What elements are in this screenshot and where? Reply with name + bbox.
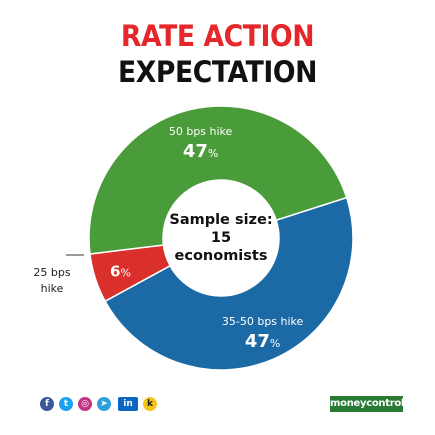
slice-value-label: 6% xyxy=(110,262,131,280)
facebook-icon[interactable]: f xyxy=(40,397,54,411)
linkedin-icon[interactable]: in xyxy=(118,397,138,411)
brand-logo: moneycontrol xyxy=(330,396,404,412)
title-line-2: EXPECTATION xyxy=(118,55,317,89)
slice-35-50-bps-hike xyxy=(104,196,354,371)
slice-50-bps-hike xyxy=(88,105,348,255)
title-line-1: RATE ACTION xyxy=(120,19,315,53)
slice-category-label: 35-50 bps hike xyxy=(222,315,304,328)
koo-icon[interactable]: k xyxy=(143,397,157,411)
center-label-line-2: 15 xyxy=(211,230,231,246)
telegram-icon[interactable]: ➤ xyxy=(97,397,111,411)
slice-category-label: 50 bps hike xyxy=(169,125,233,138)
center-label-line-3: economists xyxy=(175,248,268,264)
instagram-icon[interactable]: ◎ xyxy=(78,397,92,411)
slice-25-bps-hike xyxy=(89,244,172,303)
slice-value-label: 47% xyxy=(183,141,219,162)
slice-value-label: 47% xyxy=(245,331,281,352)
outside-label-line-2: hike xyxy=(41,282,64,295)
outside-label-line-1: 25 bps xyxy=(33,266,70,279)
center-label-line-1: Sample size: xyxy=(169,212,272,228)
twitter-icon[interactable]: t xyxy=(59,397,73,411)
